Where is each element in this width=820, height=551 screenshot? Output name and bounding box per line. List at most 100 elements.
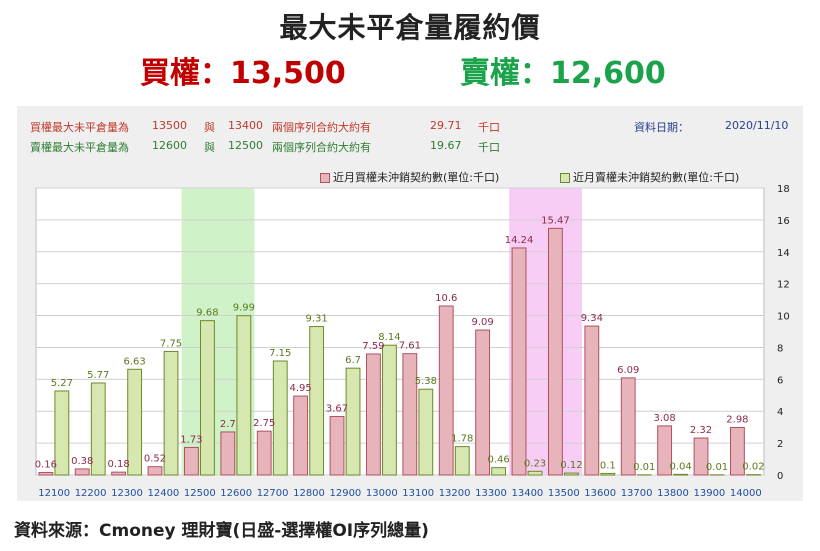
legend-call: 近月買權未沖銷契約數(單位:千口) bbox=[320, 169, 499, 185]
call-bar bbox=[402, 353, 418, 476]
legend-put-swatch bbox=[560, 173, 570, 183]
put-info-text: 賣權最大未平倉量為 bbox=[30, 141, 129, 154]
put-data-label: 0.12 bbox=[560, 460, 582, 471]
y-tick-label: 6 bbox=[777, 375, 783, 386]
x-tick-label: 13800 bbox=[657, 488, 689, 499]
put-info-desc: 兩個序列合約大約有 bbox=[272, 141, 371, 154]
put-bar bbox=[200, 320, 215, 476]
call-bar bbox=[584, 325, 600, 476]
call-bar bbox=[475, 329, 491, 476]
put-bar bbox=[491, 467, 507, 476]
call-data-label: 0.52 bbox=[144, 454, 166, 465]
put-bar bbox=[564, 472, 579, 476]
call-bar bbox=[620, 377, 636, 476]
call-bar bbox=[74, 468, 90, 476]
call-data-label: 0.16 bbox=[35, 459, 57, 470]
put-data-label: 5.38 bbox=[415, 376, 437, 387]
call-data-label: 2.75 bbox=[253, 418, 275, 429]
put-info-v2: 12500 bbox=[228, 139, 263, 152]
put-bar bbox=[90, 382, 106, 476]
call-data-label: 10.6 bbox=[435, 293, 457, 304]
call-max-strike: 買權：13,500 bbox=[140, 56, 346, 91]
x-tick-label: 12700 bbox=[257, 488, 289, 499]
put-data-label: 1.78 bbox=[451, 434, 473, 445]
put-bar bbox=[382, 344, 397, 476]
call-info-desc: 兩個序列合約大約有 bbox=[272, 121, 371, 134]
x-tick-label: 12400 bbox=[147, 488, 179, 499]
call-bar bbox=[220, 431, 236, 476]
put-data-label: 0.23 bbox=[524, 458, 546, 469]
call-bar bbox=[111, 471, 127, 476]
call-data-label: 15.47 bbox=[541, 215, 570, 226]
y-tick-label: 4 bbox=[777, 407, 783, 418]
put-bar bbox=[272, 360, 288, 476]
call-bar bbox=[730, 426, 745, 476]
put-data-label: 0.01 bbox=[633, 462, 655, 473]
call-bar bbox=[38, 471, 54, 476]
put-data-label: 5.77 bbox=[87, 370, 109, 381]
y-tick-label: 8 bbox=[777, 343, 783, 354]
call-data-label: 2.98 bbox=[726, 414, 748, 425]
legend-put-label: 近月賣權未沖銷契約數(單位:千口) bbox=[573, 171, 740, 184]
date-value: 2020/11/10 bbox=[725, 119, 789, 132]
x-tick-label: 13400 bbox=[511, 488, 543, 499]
put-bar bbox=[309, 326, 325, 476]
x-tick-label: 12100 bbox=[38, 488, 70, 499]
x-tick-label: 13300 bbox=[475, 488, 507, 499]
x-tick-label: 13900 bbox=[693, 488, 725, 499]
x-tick-label: 13000 bbox=[366, 488, 398, 499]
call-bar bbox=[329, 415, 345, 476]
put-data-label: 7.75 bbox=[160, 338, 182, 349]
x-tick-label: 13700 bbox=[621, 488, 653, 499]
put-data-label: 0.02 bbox=[742, 462, 764, 473]
call-info-v2: 13400 bbox=[228, 119, 263, 132]
put-data-label: 0.01 bbox=[706, 462, 728, 473]
call-data-label: 2.32 bbox=[690, 425, 712, 436]
call-bar bbox=[438, 305, 454, 476]
y-tick-label: 2 bbox=[777, 439, 783, 450]
put-data-label: 0.1 bbox=[600, 460, 616, 471]
call-data-label: 0.18 bbox=[107, 459, 129, 470]
call-data-label: 7.59 bbox=[362, 341, 384, 352]
x-tick-label: 12600 bbox=[220, 488, 252, 499]
x-tick-label: 12800 bbox=[293, 488, 325, 499]
put-data-label: 7.15 bbox=[269, 348, 291, 359]
call-bar bbox=[293, 395, 309, 476]
put-bar bbox=[454, 446, 470, 476]
put-info-v1: 12600 bbox=[152, 139, 187, 152]
x-tick-label: 13100 bbox=[402, 488, 434, 499]
put-info-sep: 與 bbox=[204, 141, 215, 154]
put-info-unit: 千口 bbox=[478, 141, 500, 154]
call-data-label: 6.09 bbox=[617, 365, 639, 376]
y-tick-label: 18 bbox=[777, 184, 790, 195]
call-info-sep: 與 bbox=[204, 121, 215, 134]
put-data-label: 6.63 bbox=[124, 356, 146, 367]
put-bar bbox=[418, 388, 434, 476]
call-data-label: 4.95 bbox=[289, 383, 311, 394]
y-tick-label: 10 bbox=[777, 312, 790, 323]
call-data-label: 9.09 bbox=[471, 317, 493, 328]
put-data-label: 5.27 bbox=[51, 378, 73, 389]
put-data-label: 9.31 bbox=[306, 314, 328, 325]
x-tick-label: 14000 bbox=[730, 488, 762, 499]
call-info-amount: 29.71 bbox=[430, 119, 462, 132]
call-bar bbox=[693, 437, 709, 476]
put-bar bbox=[54, 390, 70, 476]
x-tick-label: 13200 bbox=[439, 488, 471, 499]
call-bar bbox=[511, 247, 527, 476]
call-info-v1: 13500 bbox=[152, 119, 187, 132]
y-tick-label: 0 bbox=[777, 471, 783, 482]
put-data-label: 8.14 bbox=[378, 332, 400, 343]
call-data-label: 7.61 bbox=[399, 341, 421, 352]
call-bar bbox=[657, 425, 673, 476]
call-data-label: 3.67 bbox=[326, 403, 348, 414]
y-tick-label: 14 bbox=[777, 248, 790, 259]
call-data-label: 9.34 bbox=[581, 313, 603, 324]
put-data-label: 0.04 bbox=[670, 461, 692, 472]
put-bar bbox=[127, 368, 143, 476]
legend-put: 近月賣權未沖銷契約數(單位:千口) bbox=[560, 169, 739, 185]
call-bar bbox=[366, 353, 381, 476]
put-max-strike: 賣權：12,600 bbox=[460, 56, 666, 91]
x-tick-label: 12500 bbox=[184, 488, 216, 499]
